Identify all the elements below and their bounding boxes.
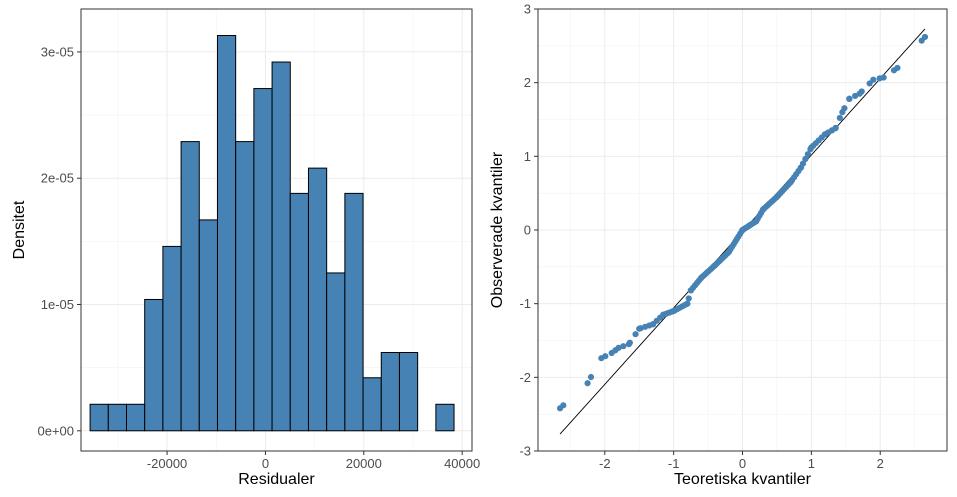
qq-point <box>760 206 767 213</box>
histogram-bar <box>89 403 109 432</box>
x-tick-label: 0 <box>739 456 746 471</box>
histogram-bar <box>144 298 164 432</box>
y-tick-label: 3e-05 <box>41 44 74 59</box>
y-tick-label: 2e-05 <box>41 171 74 186</box>
qq-point <box>836 114 843 122</box>
qq-point <box>556 405 564 412</box>
qq-point <box>773 193 781 200</box>
histogram-y-axis-title: Densitet <box>11 200 28 259</box>
qq-point <box>615 344 622 351</box>
histogram-bar <box>289 192 309 432</box>
qq-point <box>608 349 615 357</box>
y-tick-label: -3 <box>519 444 531 459</box>
qq-point <box>753 218 760 225</box>
qq-point <box>725 249 732 256</box>
qq-point <box>880 74 887 81</box>
qq-point <box>739 226 746 234</box>
qq-point <box>802 155 809 163</box>
qq-point <box>804 151 811 158</box>
y-tick-label: 1 <box>524 149 531 164</box>
x-tick-label: 0 <box>262 456 269 471</box>
x-tick-label: -20000 <box>147 456 187 471</box>
histogram-bar <box>162 245 182 432</box>
histogram-bar <box>271 61 291 432</box>
qq-point <box>894 64 901 72</box>
histogram-bar <box>198 219 218 432</box>
qq-y-axis-title: Observerade kvantiler <box>489 151 506 308</box>
x-tick-label: -2 <box>599 456 611 471</box>
qq-point <box>822 131 829 138</box>
qq-point <box>808 144 815 151</box>
y-tick-label: 3 <box>524 2 531 17</box>
histogram-bar <box>326 272 346 432</box>
histogram-bar <box>253 88 273 432</box>
qq-point <box>684 300 691 307</box>
histogram-bar <box>235 141 255 432</box>
histogram-bar <box>362 377 382 432</box>
x-tick-label: 2 <box>877 456 884 471</box>
histogram-bar <box>180 141 200 432</box>
histogram-x-axis-title: Residualer <box>238 471 315 488</box>
y-tick-label: -1 <box>519 296 531 311</box>
qq-point <box>625 341 632 348</box>
qq-point <box>687 287 694 294</box>
x-tick-label: 20000 <box>346 456 382 471</box>
histogram-bar <box>435 403 455 432</box>
qq-point <box>660 311 667 318</box>
histogram-bar <box>216 35 237 432</box>
y-tick-label: 2 <box>524 75 531 90</box>
qq-point <box>649 321 657 328</box>
qq-point <box>797 164 805 171</box>
histogram-bar <box>125 403 146 432</box>
histogram-bar <box>380 351 400 432</box>
qq-point <box>846 95 853 102</box>
histogram-panel: -20000 0 20000 40000 0e+00 1e-05 2e-05 3e-05 <box>37 8 480 471</box>
x-tick-label: 1 <box>808 456 815 471</box>
qq-point <box>632 331 639 338</box>
qq-point <box>620 343 627 350</box>
qq-point <box>598 355 605 362</box>
qq-point <box>839 109 846 116</box>
histogram-bar <box>107 403 127 432</box>
panel-border <box>80 8 473 452</box>
qq-x-axis-title: Teoretiska kvantiler <box>674 471 812 488</box>
qq-point <box>870 76 877 83</box>
y-tick-label: 0e+00 <box>37 423 74 438</box>
panel-border <box>537 8 948 452</box>
qq-point <box>584 380 591 387</box>
qq-point <box>832 125 839 132</box>
histogram-bar <box>307 167 328 432</box>
qq-point <box>670 307 677 315</box>
qq-point <box>587 373 595 381</box>
histogram-bar <box>344 192 364 432</box>
x-tick-label: -1 <box>668 456 680 471</box>
histogram-bar <box>398 351 419 432</box>
qq-point <box>636 325 643 332</box>
x-tick-label: 40000 <box>444 456 480 471</box>
qq-plot-panel: -2 -1 0 1 2 -3 -2 -1 0 1 2 3 <box>519 2 948 471</box>
qq-point <box>711 262 719 269</box>
y-tick-label: -2 <box>519 370 531 385</box>
qq-point <box>856 90 863 97</box>
y-tick-label: 1e-05 <box>41 297 74 312</box>
y-tick-label: 0 <box>524 223 531 238</box>
qq-point <box>698 274 705 281</box>
qq-point <box>787 179 794 186</box>
qq-point <box>921 33 929 41</box>
qq-point <box>685 295 692 302</box>
